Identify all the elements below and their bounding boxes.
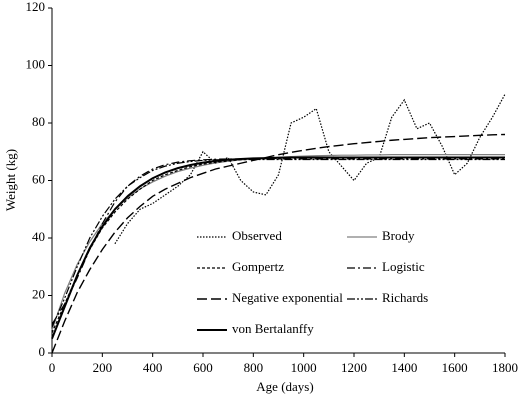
legend-bg	[344, 228, 484, 246]
y-tick-label: 100	[26, 56, 46, 71]
y-axis-title: Weight (kg)	[3, 149, 18, 211]
y-tick-label: 60	[32, 171, 45, 186]
legend-label: Richards	[382, 290, 428, 305]
legend-label: Gompertz	[232, 259, 284, 274]
legend-bg	[194, 228, 334, 246]
x-tick-label: 400	[143, 360, 163, 375]
series-line	[51, 156, 505, 339]
legend-bg	[194, 321, 334, 339]
legend-label: Logistic	[382, 259, 425, 274]
legend-label: Brody	[382, 228, 415, 243]
legend-bg	[194, 290, 334, 308]
y-tick-label: 80	[32, 114, 45, 129]
x-tick-label: 0	[49, 360, 56, 375]
y-tick-label: 120	[26, 0, 46, 14]
y-tick-label: 0	[39, 344, 46, 359]
x-tick-label: 200	[93, 360, 113, 375]
legend-bg	[344, 290, 484, 308]
series-line	[51, 133, 506, 354]
series-line	[114, 93, 506, 245]
x-tick-label: 1600	[442, 360, 468, 375]
x-tick-label: 1000	[291, 360, 317, 375]
y-tick-label: 40	[32, 229, 45, 244]
y-tick-label: 20	[32, 286, 45, 301]
x-axis-title: Age (days)	[256, 379, 313, 394]
legend-label: Negative exponential	[232, 290, 343, 305]
x-tick-label: 1200	[341, 360, 367, 375]
legend-bg	[344, 259, 484, 277]
x-tick-label: 600	[193, 360, 213, 375]
x-tick-label: 800	[244, 360, 264, 375]
legend-label: von Bertalanffy	[232, 321, 314, 336]
legend-bg	[194, 259, 334, 277]
x-tick-label: 1400	[391, 360, 417, 375]
x-tick-label: 1800	[492, 360, 518, 375]
series-line	[51, 158, 505, 328]
legend-label: Observed	[232, 228, 282, 243]
